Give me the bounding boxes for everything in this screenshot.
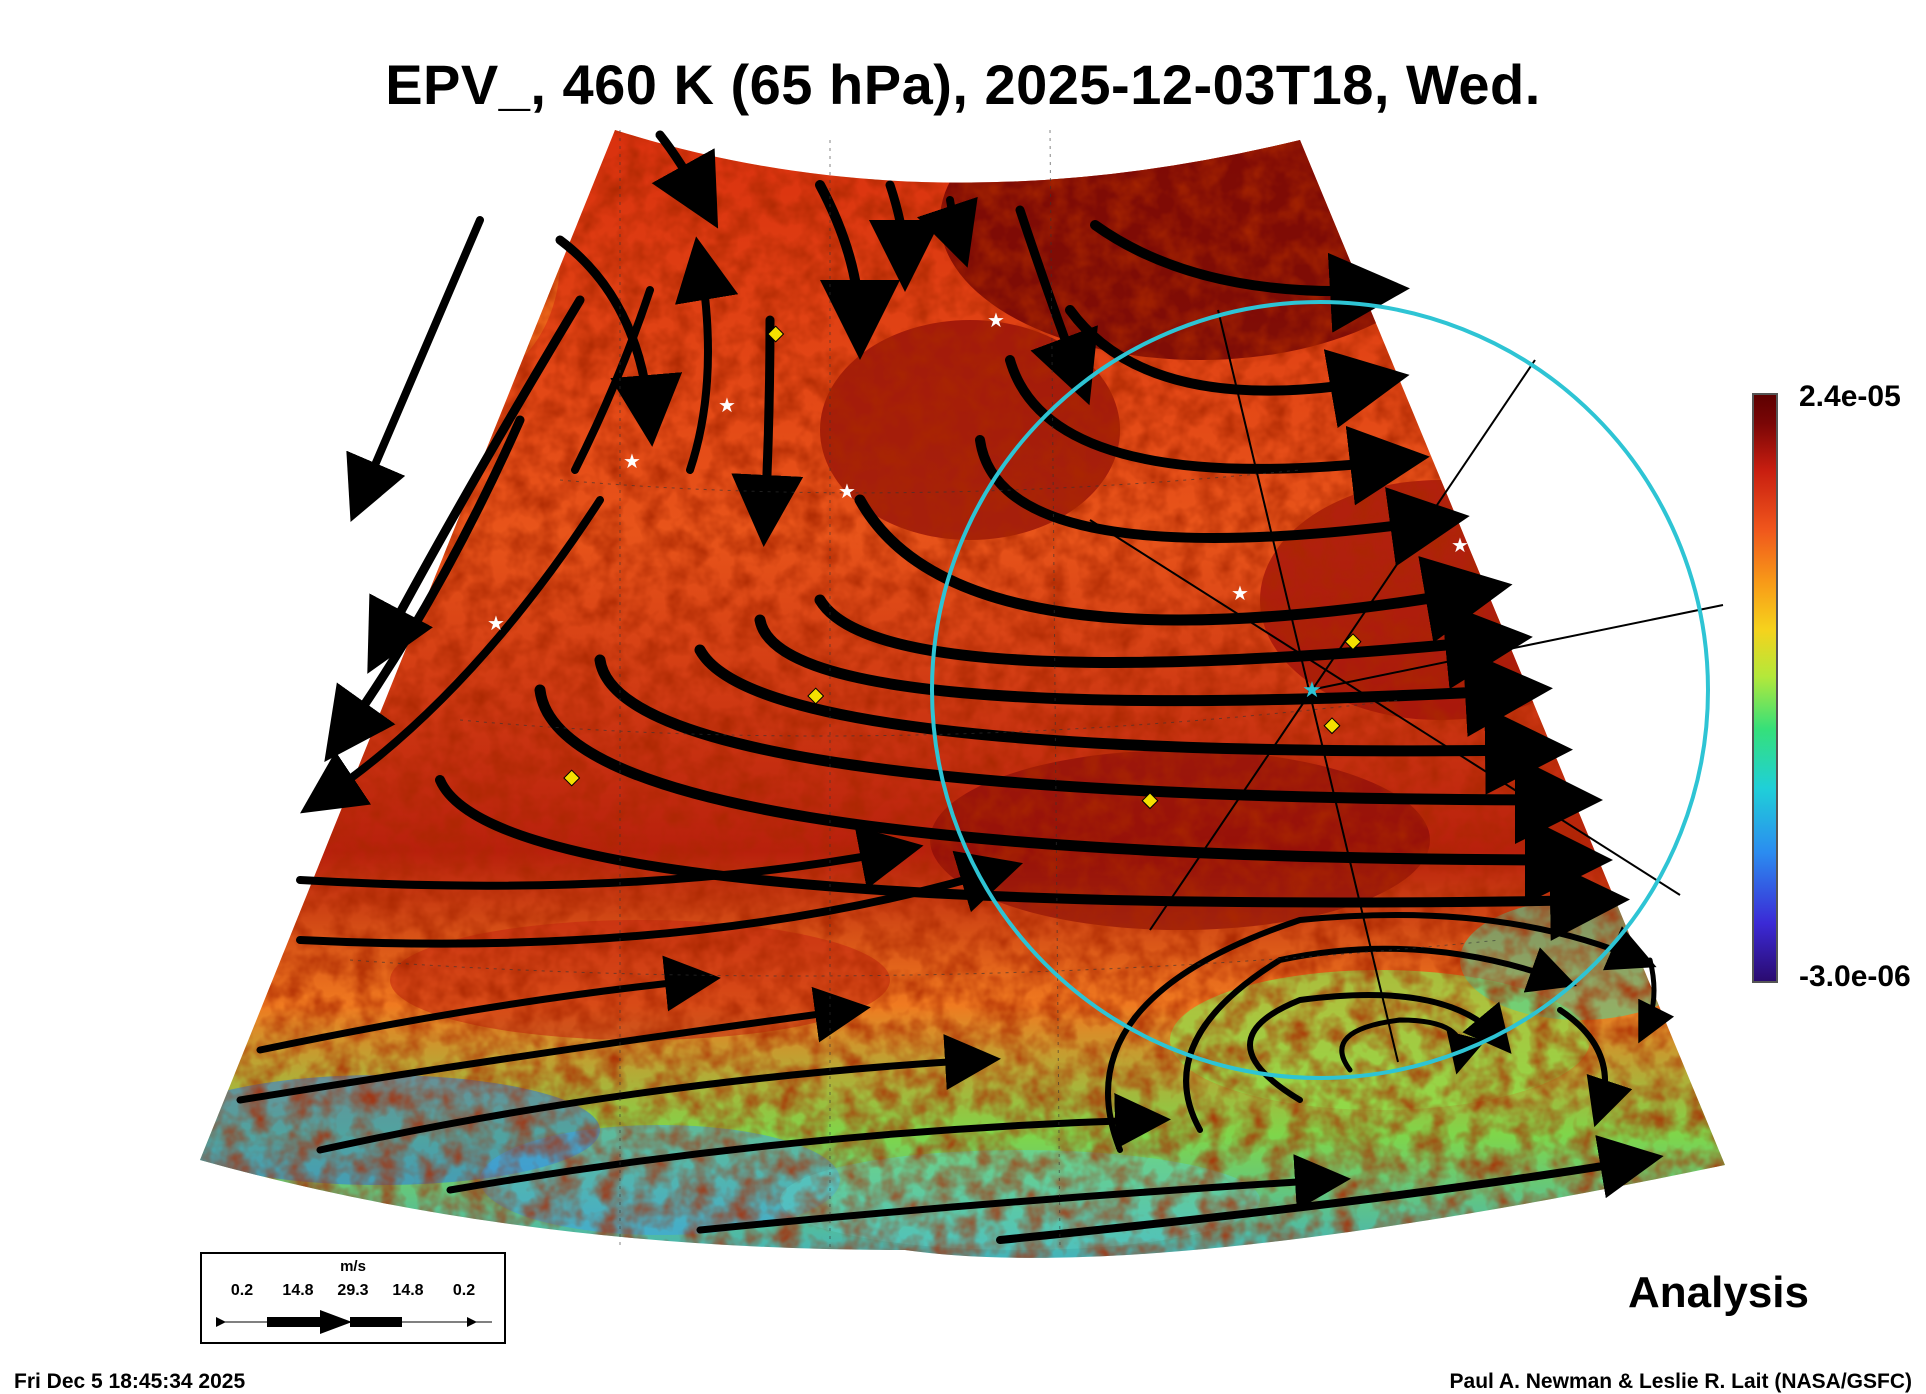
wind-key-value: 0.2 (452, 1282, 476, 1299)
station-markers: ★ ★ ★ ★ ★ ★ ★ ★ (487, 310, 1469, 810)
svg-text:★: ★ (1302, 677, 1322, 702)
wind-key-value: 14.8 (392, 1282, 424, 1299)
svg-text:★: ★ (987, 310, 1005, 332)
product-label: Analysis (1628, 1268, 1809, 1317)
colorbar-min-label: -3.0e-06 (1799, 960, 1911, 993)
wind-key-value: 29.3 (337, 1282, 369, 1299)
colorbar-max-label: 2.4e-05 (1799, 380, 1901, 413)
svg-text:★: ★ (487, 613, 505, 635)
geographic-grid (349, 129, 1501, 1251)
credit-line: Paul A. Newman & Leslie R. Lait (NASA/GS… (1449, 1370, 1912, 1393)
wind-key-unit: m/s (340, 1258, 366, 1275)
svg-text:★: ★ (838, 481, 856, 503)
cross-section-lines (1089, 309, 1724, 1063)
generation-timestamp: Fri Dec 5 18:45:34 2025 (14, 1370, 246, 1393)
svg-text:★: ★ (1231, 583, 1249, 605)
range-circle (930, 300, 1710, 1080)
wind-key-arrow (216, 1310, 492, 1334)
svg-text:★: ★ (623, 451, 641, 473)
svg-text:★: ★ (718, 395, 736, 417)
wind-speed-key: m/s 0.2 14.8 29.3 14.8 0.2 (200, 1252, 506, 1344)
wind-key-value: 0.2 (230, 1282, 254, 1299)
wind-key-value: 14.8 (282, 1282, 314, 1299)
svg-text:★: ★ (1451, 535, 1469, 557)
colorbar (1752, 393, 1778, 983)
map-title: EPV_, 460 K (65 hPa), 2025-12-03T18, Wed… (385, 53, 1541, 116)
